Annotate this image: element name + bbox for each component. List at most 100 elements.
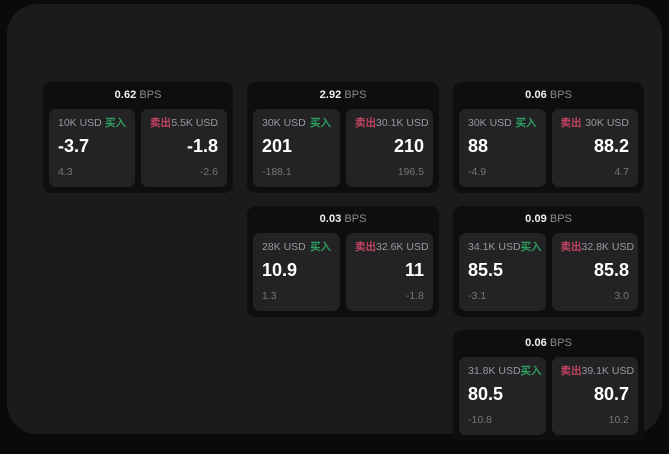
bps-value: 0.06 [525, 89, 547, 101]
sell-action-label[interactable]: 卖出 [560, 117, 582, 129]
sell-size-label: 30.1K USD [376, 117, 429, 129]
spread-card-body: 28K USD 买入 10.9 1.3 卖出 32.6K USD 11 -1.8 [253, 233, 433, 311]
buy-price: 85.5 [468, 260, 504, 280]
bps-unit-label: BPS [549, 213, 572, 225]
sell-price: 11 [404, 260, 424, 280]
buy-side-top-row: 30K USD 买入 [262, 117, 331, 130]
sell-price: 88.2 [593, 136, 629, 156]
spread-card-header: 0.09 BPS [459, 213, 638, 233]
bps-unit-label: BPS [139, 89, 162, 101]
spread-card-header: 0.06 BPS [459, 89, 638, 109]
sell-side-panel[interactable]: 卖出 32.6K USD 11 -1.8 [346, 233, 433, 311]
bps-unit-label: BPS [344, 213, 367, 225]
dashboard-panel: 0.62 BPS 10K USD 买入 -3.7 4.3 卖出 5.5K USD -1.8 -2.… [7, 4, 662, 441]
buy-side-panel[interactable]: 30K USD 买入 88 -4.9 [459, 109, 546, 187]
spread-card[interactable]: 0.03 BPS 28K USD 买入 10.9 1.3 卖出 32.6K USD 11 -1.8 [247, 206, 439, 317]
buy-price: 80.5 [468, 384, 504, 404]
buy-price: 88 [468, 136, 489, 156]
sell-delta: 3.0 [614, 290, 629, 302]
sell-side-top-row: 卖出 32.8K USD [560, 241, 635, 254]
bps-unit-label: BPS [344, 89, 367, 101]
screenshot-stage: 0.62 BPS 10K USD 买入 -3.7 4.3 卖出 5.5K USD -1.8 -2.… [7, 4, 662, 441]
buy-side-top-row: 28K USD 买入 [262, 241, 331, 254]
sell-action-label[interactable]: 卖出 [560, 241, 582, 253]
buy-action-label[interactable]: 买入 [520, 365, 542, 377]
buy-size-label: 34.1K USD [468, 241, 521, 253]
buy-side-top-row: 31.8K USD 买入 [468, 365, 542, 378]
spread-card-column: 2.92 BPS 30K USD 买入 201 -188.1 卖出 30.1K USD 210 1… [247, 82, 439, 330]
spread-card-column: 0.06 BPS 30K USD 买入 88 -4.9 卖出 30K USD 88.2 4.7 0.… [453, 82, 644, 454]
sell-size-label: 32.8K USD [581, 241, 635, 253]
buy-action-label[interactable]: 买入 [310, 241, 331, 253]
buy-side-panel[interactable]: 34.1K USD 买入 85.5 -3.1 [459, 233, 546, 311]
bps-value: 0.62 [114, 89, 137, 101]
buy-action-label[interactable]: 买入 [310, 117, 331, 129]
sell-delta: -1.8 [405, 290, 424, 302]
buy-size-label: 28K USD [262, 241, 306, 253]
spread-card[interactable]: 0.06 BPS 30K USD 买入 88 -4.9 卖出 30K USD 88.2 4.7 [453, 82, 644, 193]
buy-action-label[interactable]: 买入 [520, 241, 542, 253]
spread-card[interactable]: 0.62 BPS 10K USD 买入 -3.7 4.3 卖出 5.5K USD -1.8 -2.… [43, 82, 233, 193]
buy-size-label: 10K USD [58, 117, 102, 129]
buy-action-label[interactable]: 买入 [515, 117, 537, 129]
bps-value: 0.06 [525, 337, 547, 349]
spread-card-body: 30K USD 买入 201 -188.1 卖出 30.1K USD 210 196.5 [253, 109, 433, 187]
buy-side-top-row: 34.1K USD 买入 [468, 241, 542, 254]
sell-action-label[interactable]: 卖出 [355, 241, 376, 253]
sell-side-top-row: 卖出 32.6K USD [355, 241, 429, 254]
sell-size-label: 32.6K USD [376, 241, 429, 253]
spread-card-body: 31.8K USD 买入 80.5 -10.8 卖出 39.1K USD 80.7 10.2 [459, 357, 638, 435]
sell-action-label[interactable]: 卖出 [150, 117, 171, 129]
buy-side-top-row: 10K USD 买入 [58, 117, 126, 130]
sell-size-label: 5.5K USD [171, 117, 218, 129]
bps-unit-label: BPS [549, 89, 572, 101]
sell-side-panel[interactable]: 卖出 30.1K USD 210 196.5 [346, 109, 433, 187]
buy-side-top-row: 30K USD 买入 [468, 117, 537, 130]
buy-size-label: 31.8K USD [468, 365, 521, 377]
buy-size-label: 30K USD [262, 117, 306, 129]
spread-card-header: 0.03 BPS [253, 213, 433, 233]
sell-action-label[interactable]: 卖出 [560, 365, 582, 377]
buy-price: -3.7 [58, 136, 90, 156]
buy-delta: -188.1 [262, 166, 292, 178]
sell-delta: -2.6 [199, 166, 218, 178]
buy-action-label[interactable]: 买入 [105, 117, 126, 129]
sell-side-panel[interactable]: 卖出 5.5K USD -1.8 -2.6 [141, 109, 227, 187]
bps-value: 2.92 [319, 89, 342, 101]
sell-side-top-row: 卖出 39.1K USD [560, 365, 635, 378]
spread-card-header: 0.62 BPS [49, 89, 227, 109]
spread-card-header: 2.92 BPS [253, 89, 433, 109]
buy-side-panel[interactable]: 30K USD 买入 201 -188.1 [253, 109, 340, 187]
buy-delta: -10.8 [468, 414, 492, 426]
buy-delta: 1.3 [262, 290, 277, 302]
buy-side-panel[interactable]: 31.8K USD 买入 80.5 -10.8 [459, 357, 546, 435]
sell-size-label: 30K USD [585, 117, 629, 129]
sell-delta: 196.5 [397, 166, 424, 178]
buy-side-panel[interactable]: 10K USD 买入 -3.7 4.3 [49, 109, 135, 187]
spread-card-body: 30K USD 买入 88 -4.9 卖出 30K USD 88.2 4.7 [459, 109, 638, 187]
buy-delta: -3.1 [468, 290, 487, 302]
sell-side-panel[interactable]: 卖出 39.1K USD 80.7 10.2 [551, 357, 638, 435]
spread-card-body: 10K USD 买入 -3.7 4.3 卖出 5.5K USD -1.8 -2.6 [49, 109, 227, 187]
spread-card-column: 0.62 BPS 10K USD 买入 -3.7 4.3 卖出 5.5K USD -1.8 -2.… [43, 82, 233, 206]
sell-price: 85.8 [593, 260, 629, 280]
sell-side-panel[interactable]: 卖出 30K USD 88.2 4.7 [551, 109, 638, 187]
spread-card-grid: 0.62 BPS 10K USD 买入 -3.7 4.3 卖出 5.5K USD -1.8 -2.… [43, 82, 644, 441]
spread-card[interactable]: 0.09 BPS 34.1K USD 买入 85.5 -3.1 卖出 32.8K USD 85.… [453, 206, 644, 317]
sell-price: -1.8 [186, 136, 218, 156]
spread-card[interactable]: 2.92 BPS 30K USD 买入 201 -188.1 卖出 30.1K USD 210 1… [247, 82, 439, 193]
buy-price: 10.9 [262, 260, 298, 280]
sell-price: 210 [393, 136, 424, 156]
spread-card-header: 0.06 BPS [459, 337, 638, 357]
buy-side-panel[interactable]: 28K USD 买入 10.9 1.3 [253, 233, 340, 311]
spread-card[interactable]: 0.06 BPS 31.8K USD 买入 80.5 -10.8 卖出 39.1K USD 80… [453, 330, 644, 441]
spread-card-body: 34.1K USD 买入 85.5 -3.1 卖出 32.8K USD 85.8 3.0 [459, 233, 638, 311]
sell-side-top-row: 卖出 5.5K USD [150, 117, 218, 130]
sell-side-top-row: 卖出 30.1K USD [355, 117, 429, 130]
sell-side-panel[interactable]: 卖出 32.8K USD 85.8 3.0 [551, 233, 638, 311]
buy-size-label: 30K USD [468, 117, 512, 129]
sell-delta: 10.2 [608, 414, 629, 426]
sell-size-label: 39.1K USD [581, 365, 635, 377]
sell-action-label[interactable]: 卖出 [355, 117, 376, 129]
bps-value: 0.03 [319, 213, 342, 225]
